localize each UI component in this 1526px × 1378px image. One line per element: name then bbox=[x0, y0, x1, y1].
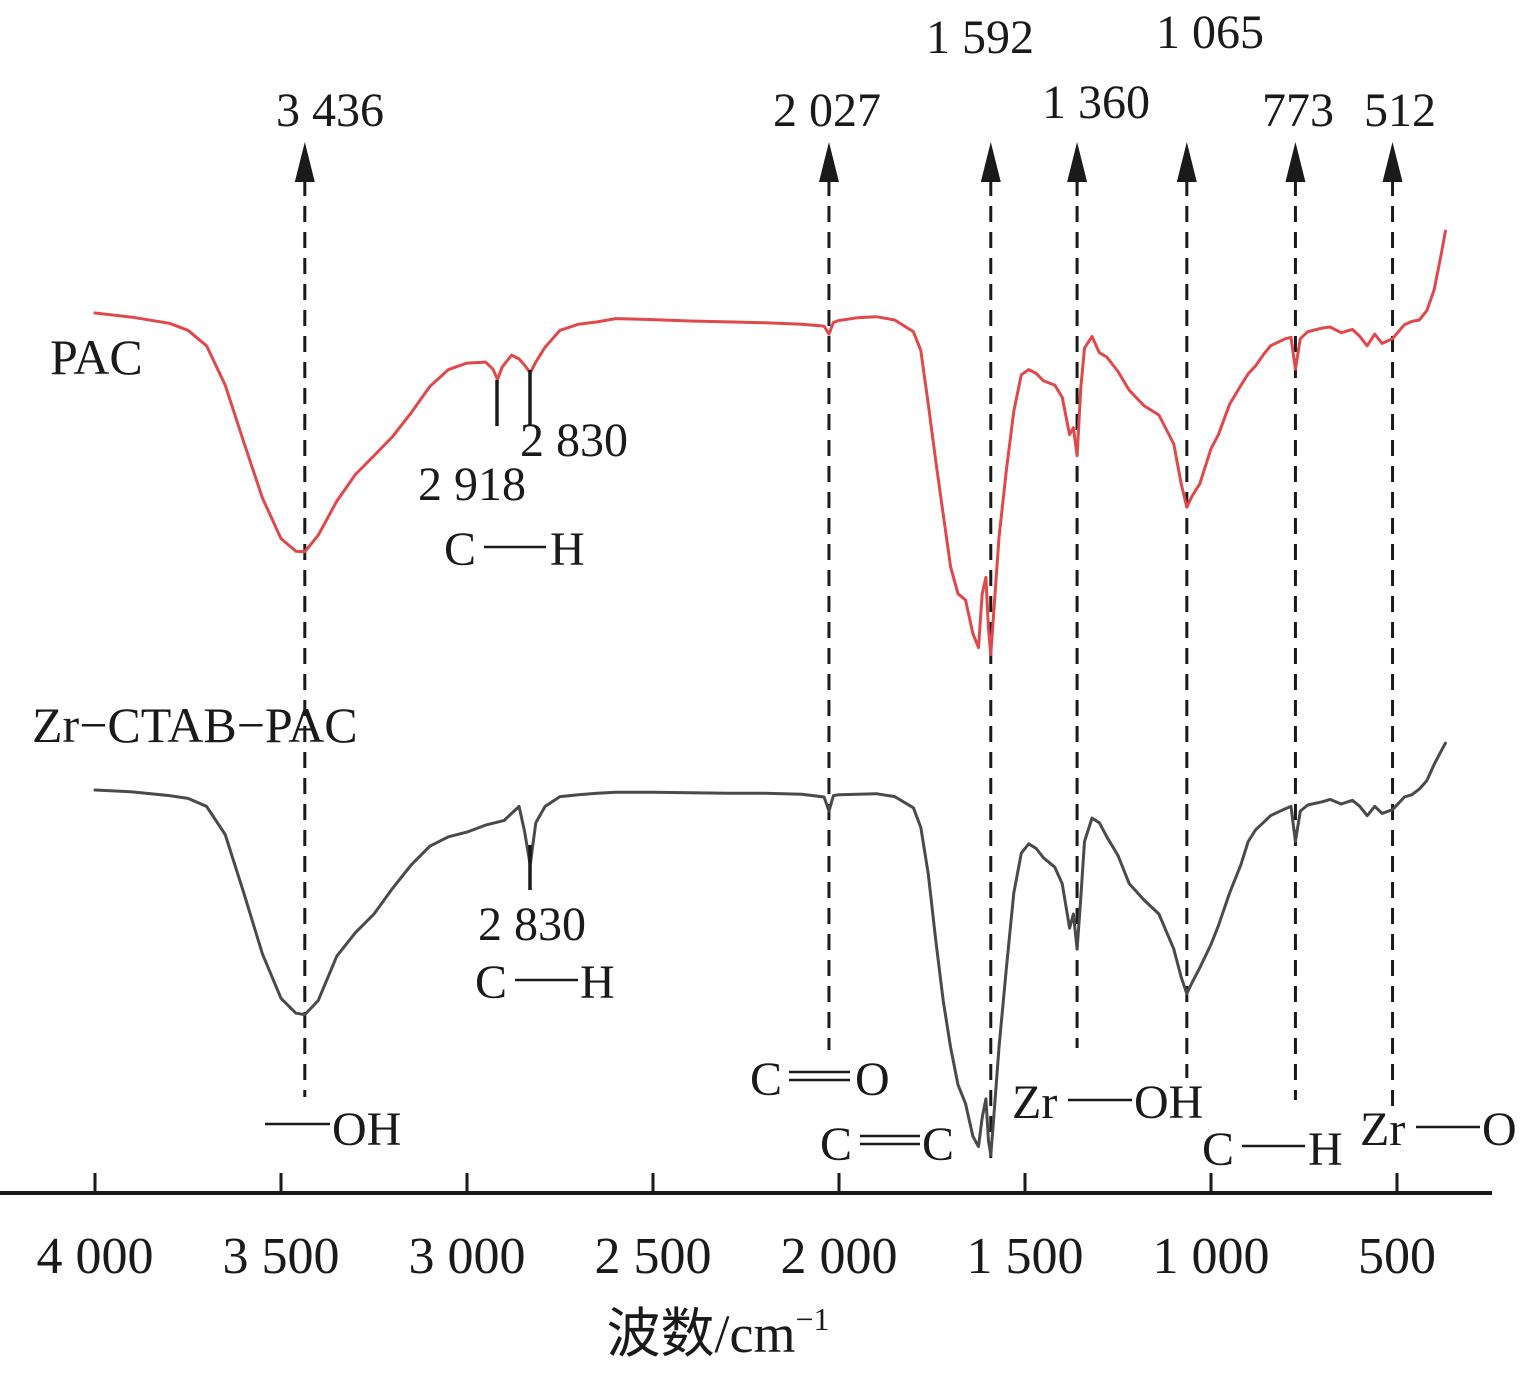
x-tick-label-4000: 4 000 bbox=[37, 1228, 154, 1285]
zro-zr: Zr bbox=[1360, 1103, 1405, 1156]
ch773-c: C bbox=[1202, 1123, 1234, 1176]
arrowhead-3436 bbox=[294, 142, 315, 182]
pac-ch-annotation: 2 830 2 918 C H bbox=[418, 370, 628, 576]
zr-ch-h: H bbox=[580, 956, 615, 1009]
peak-label-2027: 2 027 bbox=[773, 84, 881, 137]
series-label-zr-ctab-pac: Zr−CTAB−PAC bbox=[32, 697, 358, 753]
series-line-zr-ctab-pac bbox=[93, 741, 1447, 1157]
peak-label-1065: 1 065 bbox=[1156, 6, 1264, 59]
peak-label-1592: 1 592 bbox=[926, 11, 1034, 64]
zroh-oh: OH bbox=[1134, 1076, 1203, 1129]
arrowhead-1592 bbox=[980, 142, 1001, 182]
peak-guide-lines bbox=[294, 142, 1403, 1158]
co-o: O bbox=[855, 1053, 890, 1106]
x-axis-title-superscript: −1 bbox=[795, 1301, 829, 1337]
series-line-pac bbox=[93, 229, 1447, 657]
arrowhead-1065 bbox=[1176, 142, 1197, 182]
x-tick-label-2500: 2 500 bbox=[595, 1228, 712, 1285]
pac-2830-label: 2 830 bbox=[520, 414, 628, 467]
co-c: C bbox=[750, 1053, 782, 1106]
zr-ch-annotation: 2 830 C H bbox=[475, 845, 615, 1009]
peak-label-773: 773 bbox=[1262, 84, 1334, 137]
cc-c1: C bbox=[820, 1118, 852, 1171]
x-axis-title-text: 波数/cm bbox=[606, 1304, 795, 1364]
x-axis-ticks: 4 000 3 500 3 000 2 500 2 000 1 500 1 000 500 bbox=[37, 1173, 1436, 1285]
x-tick-label-3500: 3 500 bbox=[223, 1228, 340, 1285]
oh-label: OH bbox=[332, 1103, 401, 1156]
x-tick-label-3000: 3 000 bbox=[409, 1228, 526, 1285]
pac-ch-h: H bbox=[550, 523, 585, 576]
arrowhead-512 bbox=[1382, 142, 1403, 182]
peak-label-1360: 1 360 bbox=[1042, 76, 1150, 129]
x-axis-title: 波数/cm−1 bbox=[606, 1301, 829, 1364]
bond-assignments: OH C O C C Zr OH C H Zr O bbox=[265, 1053, 1517, 1176]
zr-ch-c: C bbox=[475, 956, 507, 1009]
peak-label-3436: 3 436 bbox=[276, 84, 384, 137]
x-tick-label-1000: 1 000 bbox=[1153, 1228, 1270, 1285]
arrowhead-1360 bbox=[1067, 142, 1088, 182]
zroh-zr: Zr bbox=[1012, 1076, 1057, 1129]
zr-2830-label: 2 830 bbox=[478, 898, 586, 951]
cc-c2: C bbox=[922, 1118, 954, 1171]
arrowhead-773 bbox=[1285, 142, 1306, 182]
pac-ch-c: C bbox=[444, 523, 476, 576]
arrowhead-2027 bbox=[818, 142, 839, 182]
peak-label-512: 512 bbox=[1364, 84, 1436, 137]
x-tick-label-1500: 1 500 bbox=[967, 1228, 1084, 1285]
peak-labels: 3 436 2 027 1 592 1 360 1 065 773 512 bbox=[276, 6, 1436, 137]
ch773-h: H bbox=[1308, 1123, 1343, 1176]
x-tick-label-2000: 2 000 bbox=[781, 1228, 898, 1285]
zro-o: O bbox=[1482, 1103, 1517, 1156]
pac-2918-label: 2 918 bbox=[418, 458, 526, 511]
series-label-pac: PAC bbox=[50, 329, 143, 385]
spectrum-series bbox=[93, 229, 1447, 1157]
x-tick-label-500: 500 bbox=[1358, 1228, 1436, 1285]
